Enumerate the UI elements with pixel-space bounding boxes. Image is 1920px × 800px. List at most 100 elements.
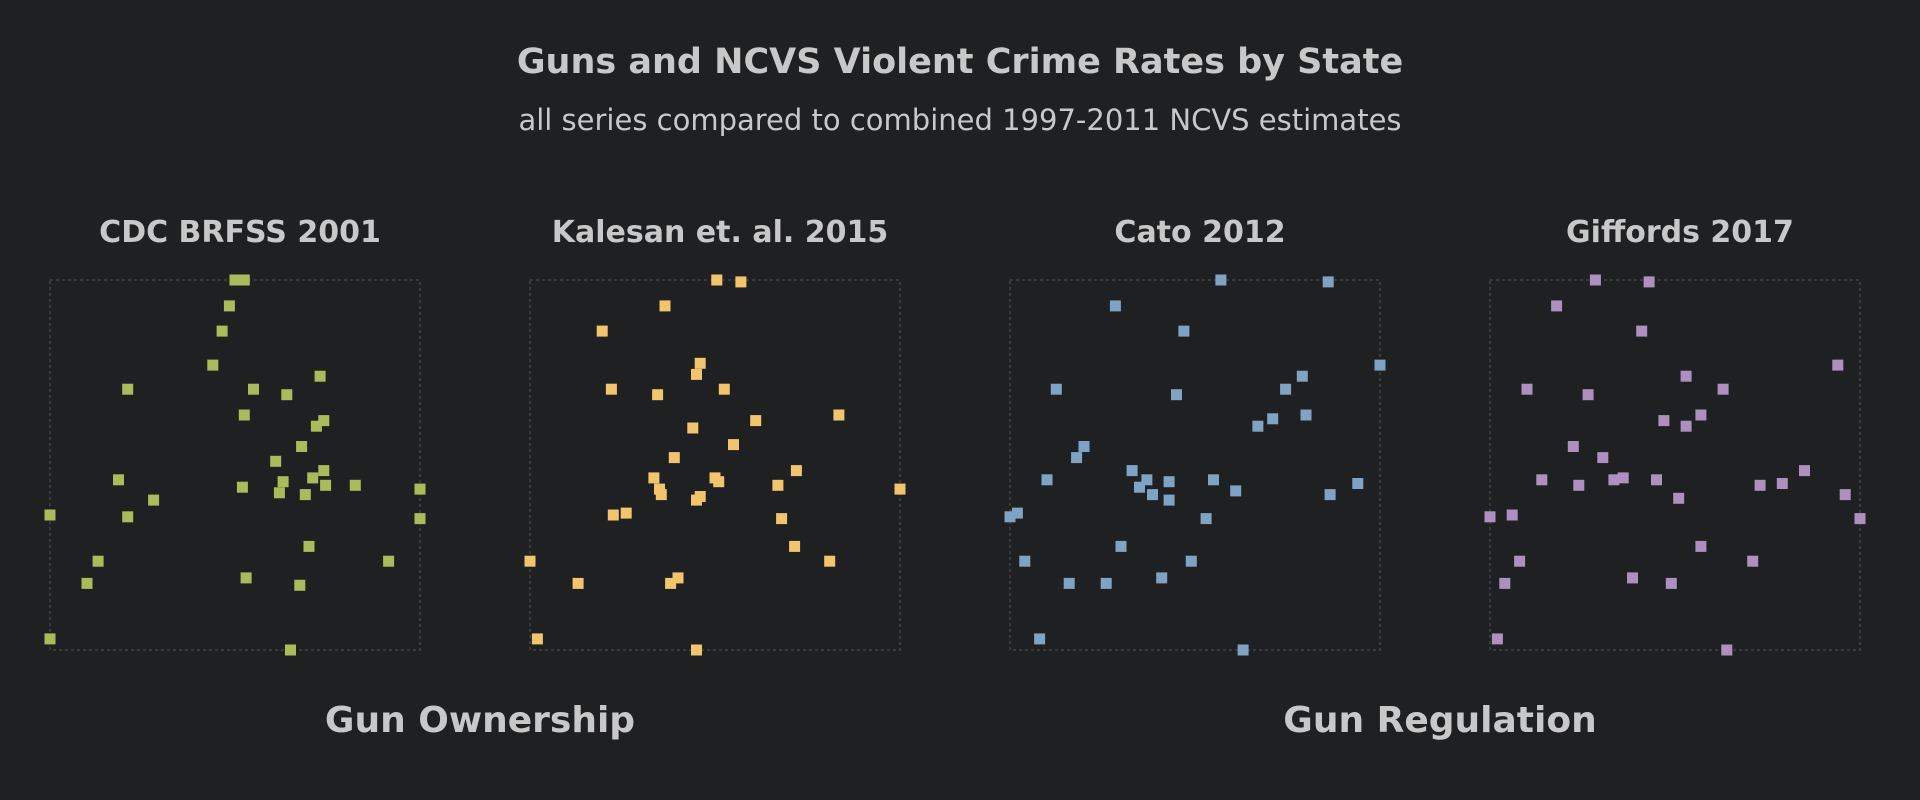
data-point (285, 644, 296, 656)
data-point (750, 415, 762, 427)
data-point (596, 325, 608, 337)
data-point (216, 325, 228, 337)
data-point (1484, 511, 1496, 523)
data-point (1280, 383, 1292, 395)
data-point (735, 276, 747, 288)
data-point (349, 479, 361, 491)
data-point (238, 409, 250, 421)
data-point (894, 483, 906, 495)
data-point (1178, 325, 1190, 337)
data-point (1215, 274, 1227, 286)
data-point (310, 420, 322, 432)
data-point (296, 441, 308, 452)
data-point (113, 474, 124, 486)
data-point (1147, 489, 1158, 501)
data-point (238, 274, 250, 286)
data-point (833, 409, 845, 421)
scatter-plot (1484, 274, 1866, 656)
data-point (1799, 465, 1810, 477)
chart-subtitle: all series compared to combined 1997-201… (518, 103, 1402, 137)
data-point (44, 509, 56, 521)
data-point (307, 472, 319, 484)
data-point (1636, 325, 1648, 337)
data-point (668, 452, 680, 464)
data-point (1185, 555, 1197, 567)
data-point (1352, 478, 1364, 489)
data-point (1521, 383, 1533, 395)
data-point (687, 422, 699, 434)
data-point (318, 465, 330, 477)
data-point (148, 494, 160, 506)
data-point (1551, 300, 1563, 312)
plot-frame (529, 279, 901, 651)
data-point (711, 274, 723, 286)
data-point (1324, 489, 1336, 501)
data-point (1230, 485, 1242, 497)
plot-frame (1489, 279, 1861, 651)
data-point (229, 274, 241, 286)
data-point (1839, 489, 1851, 501)
data-point (1695, 540, 1707, 552)
data-point (1658, 415, 1670, 427)
data-point (665, 577, 677, 589)
data-point (772, 479, 784, 491)
data-point (1141, 474, 1153, 486)
data-point (314, 370, 326, 382)
data-point (1156, 572, 1168, 584)
data-point (1514, 555, 1526, 567)
data-point (1322, 276, 1334, 288)
data-point (318, 415, 330, 427)
data-point (240, 572, 252, 584)
data-point (277, 476, 289, 488)
group-label-gun-regulation: Gun Regulation (1283, 700, 1597, 741)
data-point (383, 555, 395, 567)
data-point (44, 633, 56, 645)
data-point (1643, 276, 1655, 288)
plot-frame (49, 279, 421, 651)
chart-title: Guns and NCVS Violent Crime Rates by Sta… (516, 42, 1404, 82)
data-point (1004, 511, 1016, 523)
data-point (1163, 476, 1175, 488)
scatter-plot (1004, 274, 1386, 656)
data-point (531, 633, 543, 645)
data-point (1747, 555, 1759, 567)
data-point (524, 555, 536, 567)
data-point (1536, 474, 1548, 486)
data-point (414, 483, 426, 495)
data-point (1163, 494, 1175, 506)
data-point (299, 489, 311, 501)
data-point (1134, 481, 1145, 493)
data-point (1627, 572, 1638, 584)
data-point (1171, 389, 1182, 401)
data-point (92, 555, 104, 567)
data-point (1776, 478, 1788, 489)
data-point (1695, 409, 1707, 421)
data-point (1608, 474, 1620, 486)
data-point (1063, 577, 1075, 589)
data-point (303, 540, 315, 552)
data-point (691, 494, 702, 506)
data-point (605, 383, 617, 395)
data-point (1617, 472, 1629, 484)
data-point (718, 383, 730, 395)
data-point (320, 479, 332, 491)
data-point (1506, 509, 1518, 521)
data-point (1567, 441, 1579, 452)
data-point (652, 389, 664, 401)
scatter-plot (44, 274, 426, 656)
data-point (1721, 644, 1733, 656)
data-point (790, 465, 802, 477)
data-point (414, 513, 426, 525)
data-point (1665, 577, 1677, 589)
data-point (207, 359, 219, 371)
data-point (789, 540, 801, 552)
data-point (1573, 479, 1585, 491)
data-point (1491, 633, 1503, 645)
data-point (1100, 577, 1112, 589)
data-point (1680, 420, 1692, 432)
data-point (1078, 441, 1090, 452)
data-point (1582, 389, 1594, 401)
data-point (691, 368, 702, 380)
group-label-gun-ownership: Gun Ownership (324, 700, 636, 741)
data-point (655, 489, 667, 501)
